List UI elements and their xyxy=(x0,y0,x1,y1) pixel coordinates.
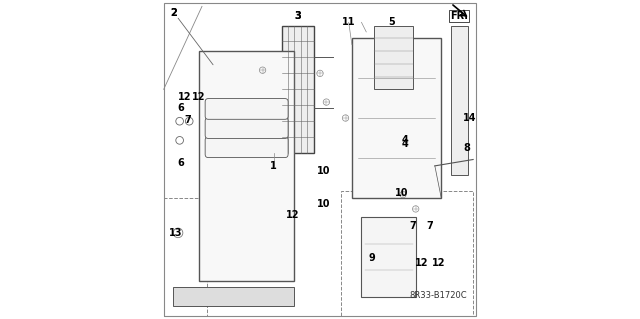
Text: 8R33-B1720C: 8R33-B1720C xyxy=(409,291,467,300)
Text: 13: 13 xyxy=(169,228,182,238)
Text: 10: 10 xyxy=(396,188,409,198)
Text: 12: 12 xyxy=(286,210,300,220)
Text: 10: 10 xyxy=(316,198,330,209)
Text: 4: 4 xyxy=(401,138,408,149)
Text: 9: 9 xyxy=(369,253,376,263)
Text: 10: 10 xyxy=(316,166,330,176)
Text: 14: 14 xyxy=(463,113,476,123)
Text: 12: 12 xyxy=(178,92,191,102)
Text: 1: 1 xyxy=(270,161,277,171)
FancyBboxPatch shape xyxy=(205,118,288,138)
Text: 12: 12 xyxy=(432,258,445,268)
FancyBboxPatch shape xyxy=(352,38,441,198)
Text: 6: 6 xyxy=(177,158,184,168)
FancyBboxPatch shape xyxy=(374,26,413,89)
Text: 2: 2 xyxy=(170,8,177,18)
FancyBboxPatch shape xyxy=(205,137,288,158)
Bar xyxy=(340,191,473,316)
Text: 11: 11 xyxy=(342,17,355,27)
Bar xyxy=(164,198,207,316)
Text: 12: 12 xyxy=(415,258,429,268)
Text: 12: 12 xyxy=(192,92,205,102)
FancyBboxPatch shape xyxy=(173,287,294,306)
FancyBboxPatch shape xyxy=(451,26,468,175)
FancyBboxPatch shape xyxy=(199,51,294,281)
Text: 8: 8 xyxy=(463,143,470,153)
Text: 3: 3 xyxy=(294,11,301,21)
Text: FR.: FR. xyxy=(450,11,468,21)
Text: 7: 7 xyxy=(410,221,417,232)
FancyBboxPatch shape xyxy=(362,217,416,297)
Text: 5: 5 xyxy=(388,17,395,27)
Text: 7: 7 xyxy=(427,221,433,232)
Text: 2: 2 xyxy=(170,8,177,18)
Text: 3: 3 xyxy=(294,11,301,21)
FancyBboxPatch shape xyxy=(205,99,288,119)
Text: 7: 7 xyxy=(184,115,191,125)
Text: 6: 6 xyxy=(177,103,184,114)
Text: 4: 4 xyxy=(401,135,408,145)
FancyBboxPatch shape xyxy=(282,26,314,153)
